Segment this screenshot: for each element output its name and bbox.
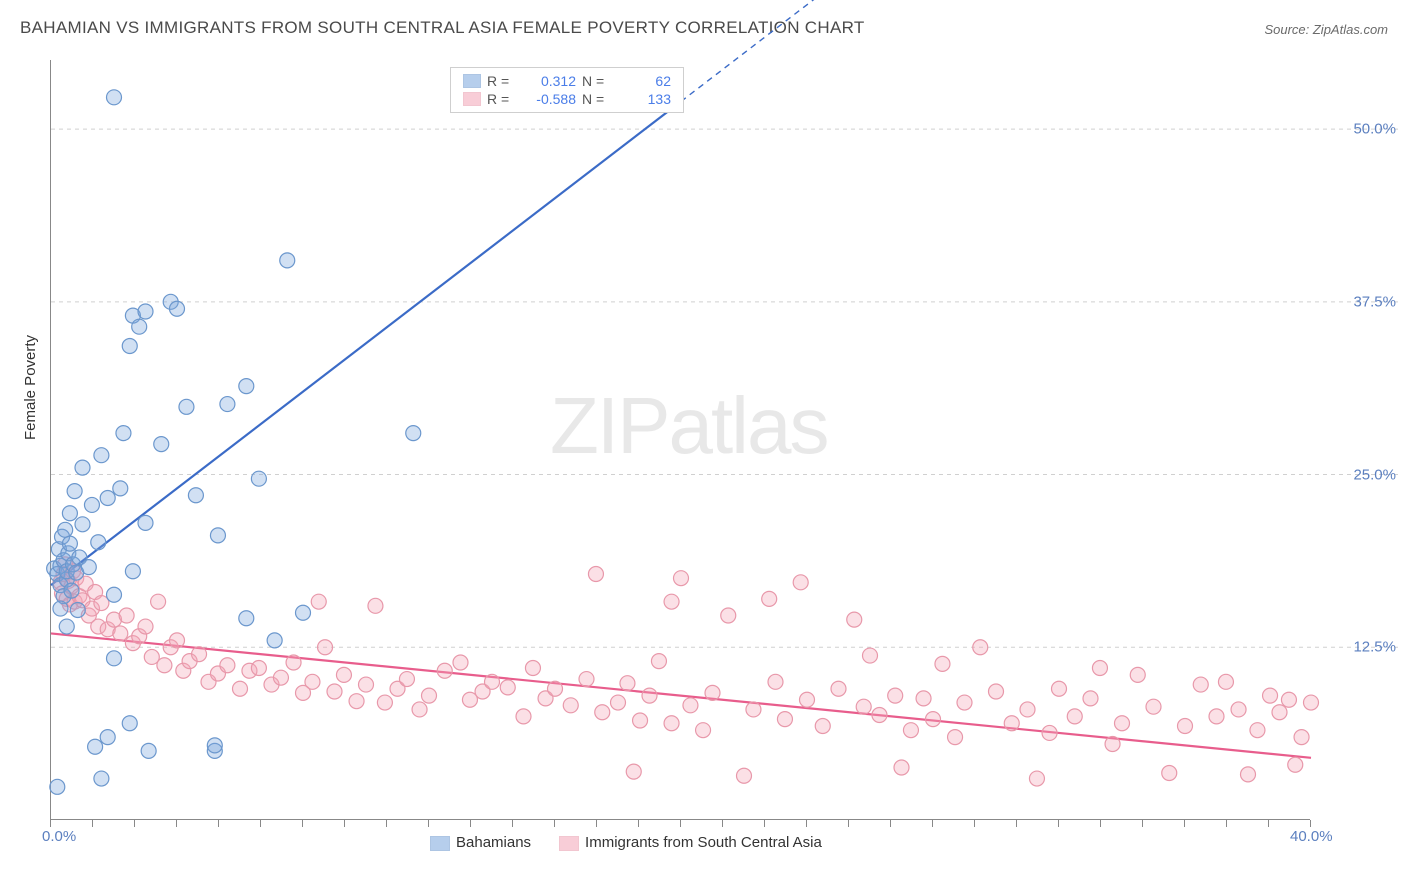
legend-item-b: Immigrants from South Central Asia — [559, 834, 822, 851]
y-axis-label: Female Poverty — [22, 335, 39, 440]
swatch-series-b — [463, 92, 481, 106]
y-tick-label: 37.5% — [1353, 293, 1396, 310]
series-legend: Bahamians Immigrants from South Central … — [430, 834, 822, 851]
swatch-a — [430, 836, 450, 851]
n-label: N = — [582, 73, 610, 89]
r-label: R = — [487, 91, 515, 107]
n-value-a: 62 — [616, 73, 671, 89]
series-b-label: Immigrants from South Central Asia — [585, 834, 822, 851]
legend-row-b: R = -0.588 N = 133 — [463, 90, 671, 108]
scatter-svg — [51, 60, 1311, 820]
legend-item-a: Bahamians — [430, 834, 531, 851]
y-tick-label: 50.0% — [1353, 121, 1396, 138]
source-attribution: Source: ZipAtlas.com — [1264, 22, 1388, 37]
plot-area — [50, 60, 1310, 820]
y-tick-label: 12.5% — [1353, 639, 1396, 656]
chart-title: BAHAMIAN VS IMMIGRANTS FROM SOUTH CENTRA… — [20, 18, 865, 38]
r-value-b: -0.588 — [521, 91, 576, 107]
swatch-series-a — [463, 74, 481, 88]
x-tick-label: 40.0% — [1290, 828, 1333, 845]
series-a-label: Bahamians — [456, 834, 531, 851]
y-tick-label: 25.0% — [1353, 466, 1396, 483]
x-tick-label: 0.0% — [42, 828, 76, 845]
r-value-a: 0.312 — [521, 73, 576, 89]
x-tick-marks — [50, 820, 1310, 828]
legend-row-a: R = 0.312 N = 62 — [463, 72, 671, 90]
swatch-b — [559, 836, 579, 851]
r-label: R = — [487, 73, 515, 89]
correlation-legend: R = 0.312 N = 62 R = -0.588 N = 133 — [450, 67, 684, 113]
n-value-b: 133 — [616, 91, 671, 107]
n-label: N = — [582, 91, 610, 107]
